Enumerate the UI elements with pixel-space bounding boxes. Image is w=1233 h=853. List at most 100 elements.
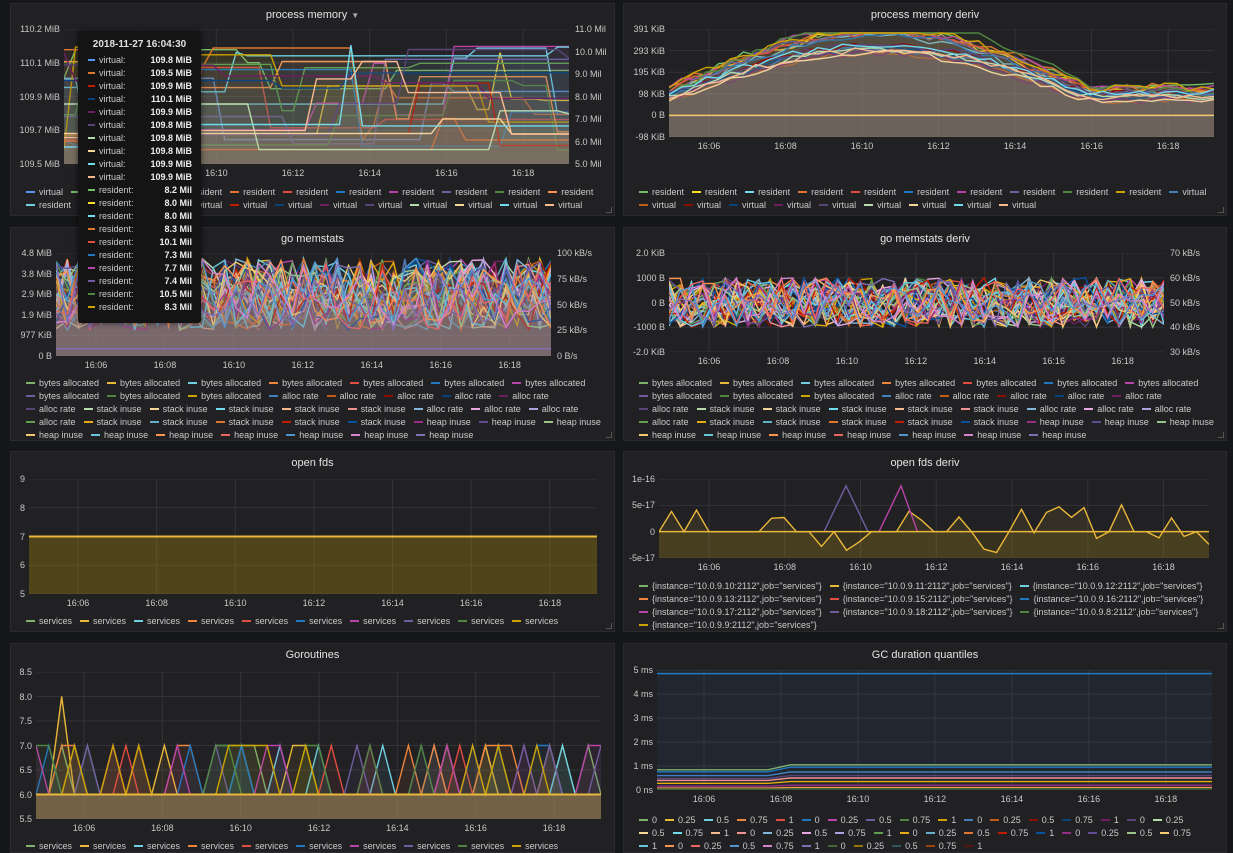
legend-item[interactable]: 0.5: [964, 827, 990, 840]
legend-item[interactable]: stack inuse: [347, 403, 406, 416]
legend-label[interactable]: 0.5: [742, 841, 756, 851]
legend-item[interactable]: alloc rate: [499, 390, 549, 403]
legend-item[interactable]: heap inuse: [1029, 429, 1086, 440]
legend-item[interactable]: 1: [801, 840, 820, 852]
panel-goroutines[interactable]: Goroutines services services services servi…: [10, 643, 615, 853]
legend-label[interactable]: services: [309, 616, 343, 626]
legend-label[interactable]: services: [417, 616, 451, 626]
legend-item[interactable]: heap inuse: [416, 429, 473, 440]
legend-label[interactable]: bytes allocated: [652, 378, 713, 388]
legend-label[interactable]: stack inuse: [294, 404, 340, 414]
legend-label[interactable]: 0.75: [848, 828, 866, 838]
panel-title-text[interactable]: process memory deriv: [870, 9, 980, 21]
legend-label[interactable]: bytes allocated: [895, 378, 956, 388]
legend-label[interactable]: services: [363, 616, 397, 626]
legend-label[interactable]: alloc rate: [1154, 404, 1192, 414]
legend-label[interactable]: services: [471, 841, 505, 851]
panel-title[interactable]: process memory deriv: [624, 9, 1226, 21]
legend-item[interactable]: heap inuse: [704, 429, 762, 440]
legend-label[interactable]: 1: [886, 828, 892, 838]
legend-item[interactable]: {instance="10.0.9.11:2112",job="services…: [829, 580, 1012, 593]
legend-item[interactable]: virtual: [999, 199, 1036, 212]
legend-item[interactable]: services: [512, 840, 558, 852]
legend-item[interactable]: services: [26, 840, 72, 852]
legend-label[interactable]: stack inuse: [294, 417, 340, 427]
legend-label[interactable]: alloc rate: [1067, 391, 1105, 401]
legend-label[interactable]: stack inuse: [775, 404, 821, 414]
legend-label[interactable]: 0: [840, 841, 846, 851]
legend-label[interactable]: heap inuse: [556, 417, 601, 427]
legend-label[interactable]: 0.25: [938, 828, 957, 838]
legend-label[interactable]: stack inuse: [360, 404, 406, 414]
legend-label[interactable]: 0.25: [1165, 815, 1184, 825]
legend-label[interactable]: stack inuse: [973, 404, 1019, 414]
panel-title[interactable]: go memstats: [11, 233, 614, 245]
legend-item[interactable]: alloc rate: [413, 403, 463, 416]
legend-label[interactable]: heap inuse: [717, 430, 762, 440]
legend-label[interactable]: alloc rate: [1125, 391, 1162, 401]
resize-handle-icon[interactable]: [606, 623, 612, 629]
legend-item[interactable]: 0.25: [691, 840, 722, 852]
legend-label[interactable]: {instance="10.0.9.17:2112",job="services…: [652, 607, 822, 617]
legend-item[interactable]: 0.75: [737, 814, 768, 827]
legend-item[interactable]: bytes allocated: [512, 377, 585, 390]
resize-handle-icon[interactable]: [1218, 207, 1224, 213]
legend-label[interactable]: heap inuse: [847, 430, 892, 440]
legend-label[interactable]: 1: [724, 828, 730, 838]
legend-item[interactable]: services: [404, 840, 450, 852]
legend-label[interactable]: {instance="10.0.9.12:2112",job="services…: [1032, 581, 1203, 591]
legend-label[interactable]: {instance="10.0.9.16:2112",job="services…: [1033, 594, 1204, 604]
legend-item[interactable]: stack inuse: [83, 416, 142, 429]
legend-label[interactable]: bytes allocated: [733, 378, 794, 388]
legend-label[interactable]: 0: [652, 815, 658, 825]
legend-label[interactable]: stack inuse: [360, 417, 406, 427]
plot-area[interactable]: [657, 670, 1212, 790]
legend-item[interactable]: stack inuse: [149, 403, 208, 416]
legend-item[interactable]: alloc rate: [326, 390, 376, 403]
legend-label[interactable]: stack inuse: [96, 417, 142, 427]
legend-label[interactable]: 0: [814, 815, 820, 825]
panel-title-text[interactable]: open fds: [291, 457, 334, 469]
legend-label[interactable]: bytes allocated: [1138, 378, 1199, 388]
legend-label[interactable]: 1: [977, 841, 983, 851]
legend-label[interactable]: stack inuse: [841, 404, 887, 414]
panel-title[interactable]: GC duration quantiles: [624, 649, 1226, 661]
legend-label[interactable]: 0.75: [912, 815, 931, 825]
legend-label[interactable]: bytes allocated: [363, 378, 424, 388]
legend-item[interactable]: stack inuse: [894, 416, 953, 429]
legend-label[interactable]: virtual: [468, 200, 493, 210]
legend-item[interactable]: alloc rate: [1054, 390, 1105, 403]
legend-item[interactable]: services: [80, 840, 126, 852]
legend-item[interactable]: heap inuse: [156, 429, 213, 440]
legend-label[interactable]: 0.75: [750, 815, 768, 825]
legend-item[interactable]: alloc rate: [471, 403, 521, 416]
legend-item[interactable]: alloc rate: [26, 416, 76, 429]
legend-item[interactable]: heap inuse: [769, 429, 826, 440]
legend-label[interactable]: 1: [1113, 815, 1119, 825]
legend-item[interactable]: 0.25: [1088, 827, 1119, 840]
legend-label[interactable]: virtual: [967, 200, 992, 210]
legend-item[interactable]: virtual: [864, 199, 901, 212]
legend-item[interactable]: stack inuse: [696, 403, 755, 416]
chevron-down-icon[interactable]: ▼: [351, 11, 360, 20]
legend-item[interactable]: resident: [904, 186, 949, 199]
panel-go-memstats[interactable]: go memstats bytes allocated bytes allocat…: [10, 227, 615, 441]
legend-label[interactable]: alloc rate: [1010, 391, 1047, 401]
legend-item[interactable]: 1: [639, 840, 657, 852]
legend-label[interactable]: resident: [864, 187, 897, 197]
legend-item[interactable]: stack inuse: [215, 403, 274, 416]
legend-item[interactable]: 1: [775, 814, 794, 827]
legend-item[interactable]: bytes allocated: [639, 377, 712, 390]
legend-label[interactable]: 0.75: [685, 828, 704, 838]
legend-item[interactable]: {instance="10.0.9.15:2112",job="services…: [829, 593, 1012, 606]
legend-label[interactable]: heap inuse: [364, 430, 409, 440]
legend-label[interactable]: heap inuse: [39, 430, 84, 440]
legend-label[interactable]: stack inuse: [709, 404, 755, 414]
legend-label[interactable]: 0.25: [840, 815, 859, 825]
legend-item[interactable]: heap inuse: [639, 429, 697, 440]
legend-label[interactable]: 0.5: [905, 841, 918, 851]
legend-label[interactable]: stack inuse: [907, 417, 953, 427]
legend-item[interactable]: alloc rate: [441, 390, 491, 403]
legend-item[interactable]: bytes allocated: [107, 377, 180, 390]
legend-label[interactable]: heap inuse: [652, 430, 697, 440]
